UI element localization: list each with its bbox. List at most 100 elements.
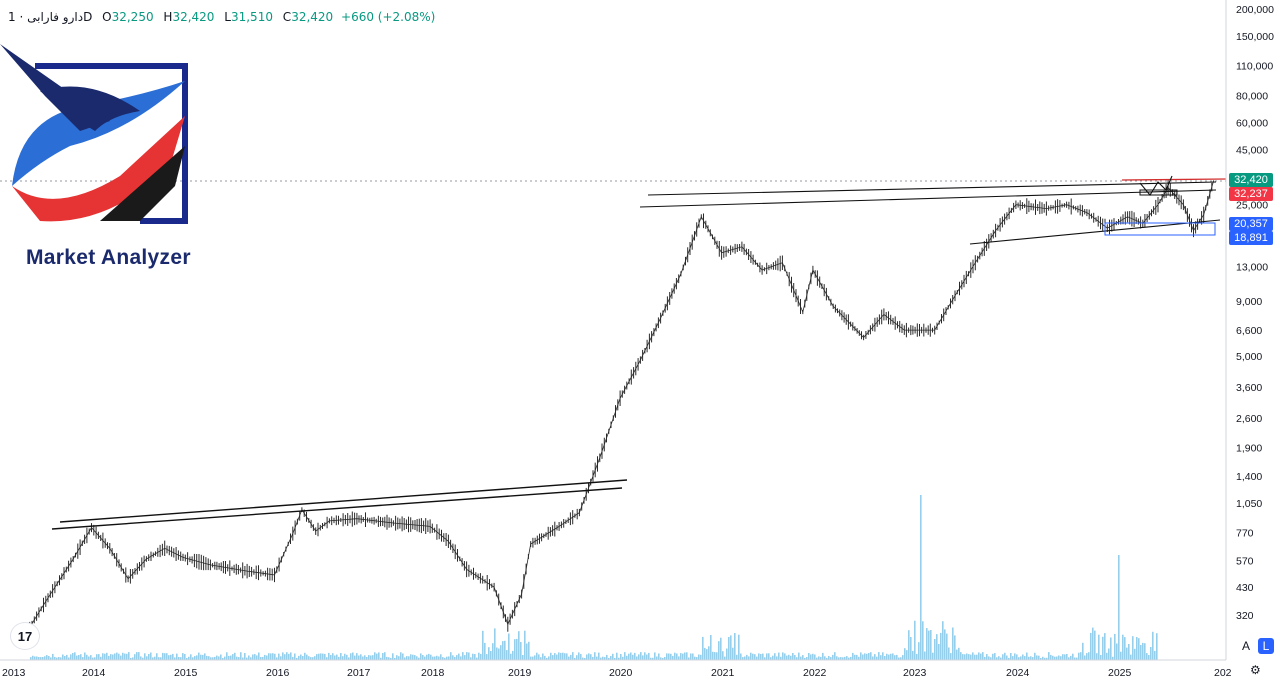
volume-bar (888, 654, 890, 660)
volume-bar (880, 655, 882, 660)
time-axis[interactable]: 2013 2014 2015 2016 2017 2018 2019 2020 2021 2022… (2, 667, 1232, 679)
volume-bar (252, 654, 254, 660)
price-tick-label: 6,600 (1236, 325, 1262, 337)
volume-bar (736, 654, 738, 660)
trendline[interactable] (1121, 178, 1227, 181)
volume-bar (1106, 652, 1108, 660)
volume-bar (422, 655, 424, 660)
symbol-header: دارو فارابی · 1D O32,250 H32,420 L31,510… (8, 10, 435, 24)
volume-bar (222, 658, 224, 660)
volume-bar (472, 653, 474, 660)
volume-bar (744, 656, 746, 660)
volume-bar (490, 651, 492, 660)
volume-bar (804, 657, 806, 660)
settings-gear-icon[interactable]: ⚙ (1250, 663, 1261, 677)
log-scale-button[interactable]: L (1258, 638, 1274, 654)
volume-bar (228, 655, 230, 660)
volume-bar (460, 656, 462, 660)
volume-bar (910, 637, 912, 660)
volume-bar (752, 653, 754, 660)
volume-bar (1048, 652, 1050, 660)
trendline[interactable] (51, 487, 623, 530)
volume-bar (168, 655, 170, 660)
volume-bar (112, 654, 114, 660)
volume-bar (782, 652, 784, 660)
volume-bar (770, 657, 772, 660)
volume-bar (1156, 633, 1158, 660)
volume-bar (468, 652, 470, 660)
price-tick-label: 1,050 (1236, 498, 1262, 510)
symbol-name[interactable]: دارو فارابی (27, 10, 84, 24)
volume-bar (382, 653, 384, 660)
volume-bar (616, 652, 618, 660)
volume-bar (312, 657, 314, 660)
volume-bar (542, 653, 544, 660)
volume-bar (728, 637, 730, 660)
volume-bar (784, 653, 786, 660)
trendline[interactable] (647, 181, 1217, 196)
interval-label[interactable]: · 1D (8, 10, 93, 24)
support-zone-box[interactable] (1104, 222, 1216, 236)
price-tick-label: 430 (1236, 582, 1254, 594)
volume-bars (30, 495, 1158, 660)
volume-bar (292, 656, 294, 660)
volume-bar (336, 654, 338, 660)
volume-bar (358, 655, 360, 660)
volume-bar (390, 657, 392, 660)
volume-bar (832, 654, 834, 660)
volume-bar (310, 657, 312, 660)
volume-bar (116, 652, 118, 660)
volume-bar (828, 656, 830, 660)
volume-bar (1086, 653, 1088, 660)
tradingview-logo[interactable]: 17 (10, 622, 40, 650)
volume-bar (1016, 654, 1018, 660)
volume-bar (428, 653, 430, 660)
price-tick-label: 2,600 (1236, 413, 1262, 425)
volume-bar (394, 657, 396, 660)
volume-bar (386, 656, 388, 660)
projection-path[interactable] (1139, 175, 1173, 196)
target-zone-box[interactable] (1139, 189, 1178, 196)
volume-bar (338, 656, 340, 660)
volume-bar (850, 656, 852, 660)
volume-bar (206, 655, 208, 660)
volume-bar (42, 657, 44, 660)
volume-bar (622, 656, 624, 660)
volume-bar (908, 630, 910, 660)
volume-bar (398, 656, 400, 660)
volume-bar (874, 654, 876, 660)
volume-bar (204, 653, 206, 660)
volume-bar (1042, 656, 1044, 660)
volume-bar (162, 652, 164, 660)
volume-bar (156, 653, 158, 660)
volume-bar (1126, 647, 1128, 660)
volume-bar (246, 657, 248, 660)
volume-bar (706, 649, 708, 660)
volume-bar (200, 654, 202, 660)
volume-bar (436, 655, 438, 660)
volume-bar (1018, 657, 1020, 660)
volume-bar (846, 656, 848, 660)
volume-bar (130, 658, 132, 660)
volume-bar (180, 657, 182, 660)
volume-bar (114, 653, 116, 660)
trendline[interactable] (59, 479, 628, 523)
trendline[interactable] (969, 219, 1221, 245)
volume-bar (374, 652, 376, 660)
price-axis[interactable]: 200,000 150,000 110,000 80,000 60,000 45,000 2… (1236, 4, 1274, 622)
time-tick-label: 2024 (1006, 667, 1030, 679)
volume-bar (96, 654, 98, 660)
volume-bar (1050, 654, 1052, 660)
volume-bar (160, 657, 162, 660)
volume-bar (894, 655, 896, 660)
volume-bar (1070, 655, 1072, 660)
time-tick-label: 2018 (421, 667, 445, 679)
auto-scale-button[interactable]: A (1241, 639, 1250, 653)
trendline[interactable] (639, 189, 1217, 208)
volume-bar (420, 653, 422, 660)
volume-bar (674, 652, 676, 660)
volume-bar (1084, 655, 1086, 660)
volume-bar (610, 656, 612, 660)
volume-bar (446, 656, 448, 660)
